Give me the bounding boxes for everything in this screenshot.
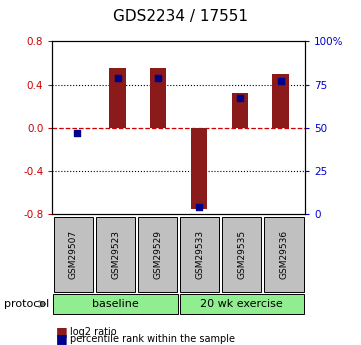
Text: GSM29536: GSM29536 — [279, 230, 288, 279]
Point — [74, 130, 80, 136]
Bar — [191, 128, 207, 208]
Point — [237, 96, 243, 101]
Point — [156, 75, 161, 80]
Text: 20 wk exercise: 20 wk exercise — [200, 299, 283, 309]
Text: log2 ratio: log2 ratio — [70, 327, 117, 337]
Text: GSM29523: GSM29523 — [111, 230, 120, 279]
Bar — [273, 74, 289, 128]
Bar — [150, 68, 166, 128]
Point — [115, 75, 121, 80]
Text: GSM29535: GSM29535 — [238, 230, 246, 279]
Text: GSM29529: GSM29529 — [153, 230, 162, 279]
Text: ■: ■ — [56, 332, 68, 345]
Point — [278, 78, 283, 84]
Point — [196, 204, 202, 210]
Text: GSM29507: GSM29507 — [69, 230, 78, 279]
Text: ■: ■ — [56, 325, 68, 338]
Bar — [232, 93, 248, 128]
Bar — [109, 68, 126, 128]
Text: GSM29533: GSM29533 — [195, 230, 204, 279]
Text: percentile rank within the sample: percentile rank within the sample — [70, 334, 235, 344]
Text: GDS2234 / 17551: GDS2234 / 17551 — [113, 9, 248, 23]
Text: baseline: baseline — [92, 299, 139, 309]
Text: protocol: protocol — [4, 299, 49, 309]
